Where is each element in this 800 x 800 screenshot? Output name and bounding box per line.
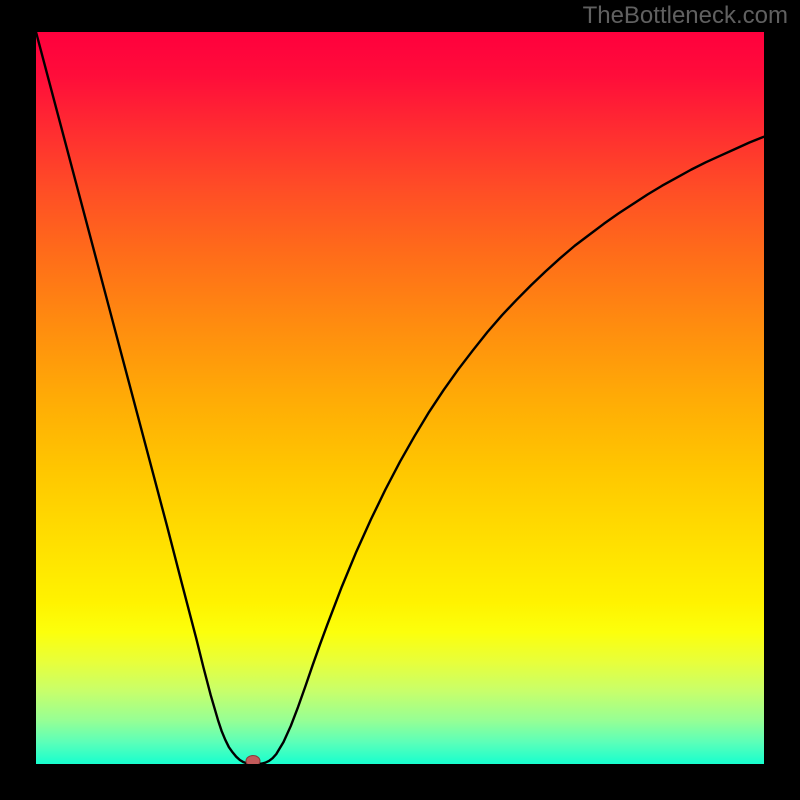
minimum-marker: [245, 755, 260, 764]
watermark-text: TheBottleneck.com: [583, 2, 788, 30]
bottleneck-curve: [36, 32, 764, 764]
plot-area: [36, 32, 764, 764]
chart-frame: TheBottleneck.com: [0, 0, 800, 800]
